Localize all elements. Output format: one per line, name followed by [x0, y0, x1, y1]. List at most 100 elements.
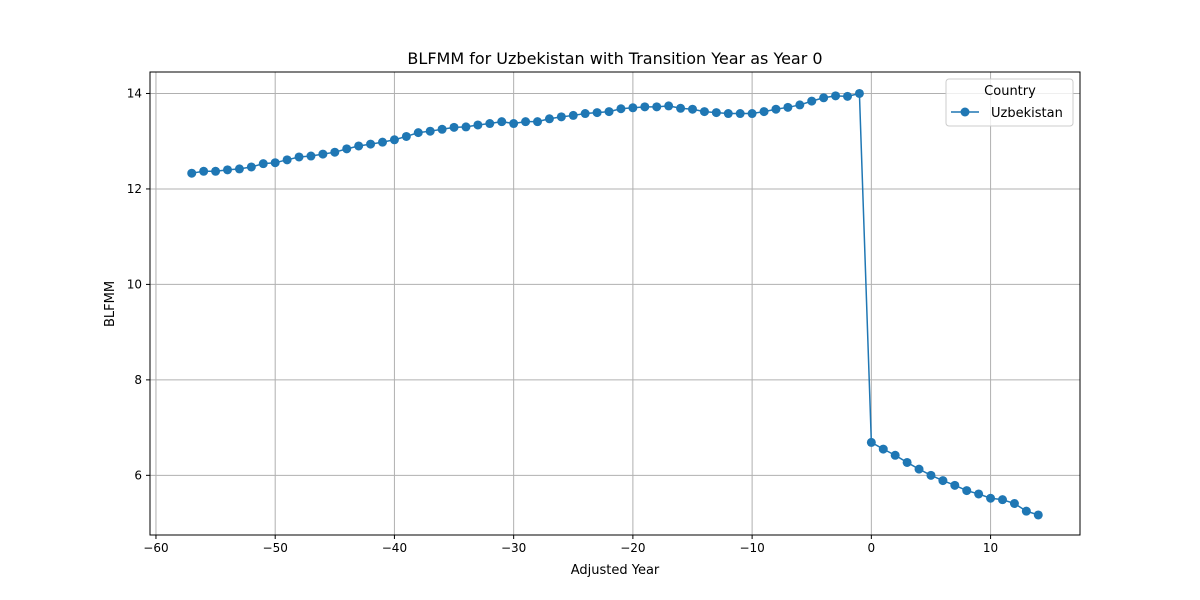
- data-point: [843, 91, 852, 101]
- data-point: [1009, 498, 1019, 508]
- y-tick-label: 10: [127, 277, 142, 291]
- data-point: [914, 464, 924, 474]
- data-point: [771, 104, 781, 114]
- chart-title: BLFMM for Uzbekistan with Transition Yea…: [407, 49, 822, 68]
- data-point: [354, 141, 364, 151]
- data-point: [723, 109, 733, 119]
- plot-area-frame: [149, 71, 1081, 536]
- data-point: [735, 109, 745, 119]
- data-point: [258, 159, 268, 169]
- data-point: [521, 117, 531, 127]
- data-point: [974, 489, 984, 499]
- data-point: [425, 126, 435, 136]
- x-tick-label: −20: [620, 541, 645, 555]
- data-point: [676, 103, 686, 113]
- data-point: [819, 93, 829, 103]
- y-tick-label: 8: [134, 373, 142, 387]
- data-point: [604, 107, 614, 117]
- data-point: [747, 109, 757, 119]
- data-point: [449, 122, 459, 132]
- x-tick-label: −40: [382, 541, 407, 555]
- data-point: [223, 165, 232, 175]
- data-point: [998, 495, 1007, 505]
- data-point: [473, 120, 483, 130]
- data-point: [497, 117, 507, 127]
- data-point: [413, 128, 423, 138]
- data-point: [890, 450, 900, 460]
- data-point: [616, 104, 626, 114]
- data-point: [664, 101, 674, 111]
- data-point: [234, 164, 244, 174]
- legend-box: [945, 78, 1074, 127]
- data-point: [807, 96, 817, 106]
- data-point: [902, 457, 912, 467]
- data-point: [211, 166, 221, 176]
- data-point: [485, 119, 495, 129]
- data-point: [878, 444, 888, 454]
- data-point: [711, 108, 721, 118]
- data-point: [628, 103, 638, 113]
- data-point: [568, 110, 578, 120]
- data-point: [962, 486, 972, 496]
- y-axis-label: BLFMM: [103, 281, 118, 327]
- data-point: [1021, 506, 1031, 516]
- data-point: [199, 166, 209, 176]
- grid-lines: [150, 72, 1080, 535]
- data-point: [580, 109, 590, 119]
- data-point: [330, 147, 340, 157]
- data-point: [866, 437, 876, 447]
- data-point: [461, 122, 471, 132]
- x-axis-label: Adjusted Year: [571, 563, 660, 578]
- x-tick-label: −30: [501, 541, 526, 555]
- data-point: [544, 114, 554, 124]
- data-point: [378, 137, 387, 147]
- legend-title: Country: [984, 84, 1036, 99]
- data-point: [533, 117, 542, 127]
- data-point: [342, 144, 352, 154]
- data-point: [437, 124, 447, 134]
- x-tick-label: −10: [739, 541, 764, 555]
- data-point: [1033, 510, 1043, 520]
- data-point: [699, 107, 709, 117]
- y-tick-label: 6: [134, 468, 142, 482]
- data-point: [640, 102, 650, 112]
- x-tick-label: 10: [983, 541, 998, 555]
- legend-entry-label: Uzbekistan: [991, 106, 1063, 121]
- x-tick-label: −60: [143, 541, 168, 555]
- data-point: [783, 102, 793, 112]
- data-point: [282, 155, 292, 165]
- y-tick-label: 14: [127, 86, 142, 100]
- y-axis-ticks: 6 8 10 12 14: [127, 86, 150, 482]
- data-point: [688, 104, 697, 114]
- data-point: [294, 152, 304, 162]
- data-point: [759, 107, 769, 117]
- data-point: [246, 162, 256, 172]
- legend: Country Uzbekistan: [945, 78, 1074, 127]
- series-layer: [187, 88, 1043, 520]
- data-point: [556, 112, 566, 122]
- data-point: [831, 91, 841, 101]
- data-point: [401, 131, 411, 141]
- data-point: [270, 158, 280, 168]
- data-point: [187, 168, 197, 178]
- data-point: [389, 135, 399, 145]
- data-point: [795, 100, 805, 110]
- data-point: [986, 493, 996, 503]
- data-point: [854, 88, 864, 98]
- x-tick-label: −50: [263, 541, 288, 555]
- data-point: [306, 151, 316, 161]
- data-point: [950, 480, 960, 490]
- data-point: [592, 108, 602, 118]
- data-point: [938, 476, 948, 486]
- legend-marker-swatch: [960, 107, 970, 117]
- data-point: [318, 149, 328, 159]
- data-point: [926, 470, 936, 480]
- x-tick-label: 0: [868, 541, 876, 555]
- data-point: [652, 102, 662, 112]
- data-point: [509, 119, 519, 129]
- x-axis-ticks: −60 −50 −40 −30 −20 −10 0 10: [143, 535, 998, 555]
- data-point: [366, 139, 376, 149]
- y-tick-label: 12: [127, 182, 142, 196]
